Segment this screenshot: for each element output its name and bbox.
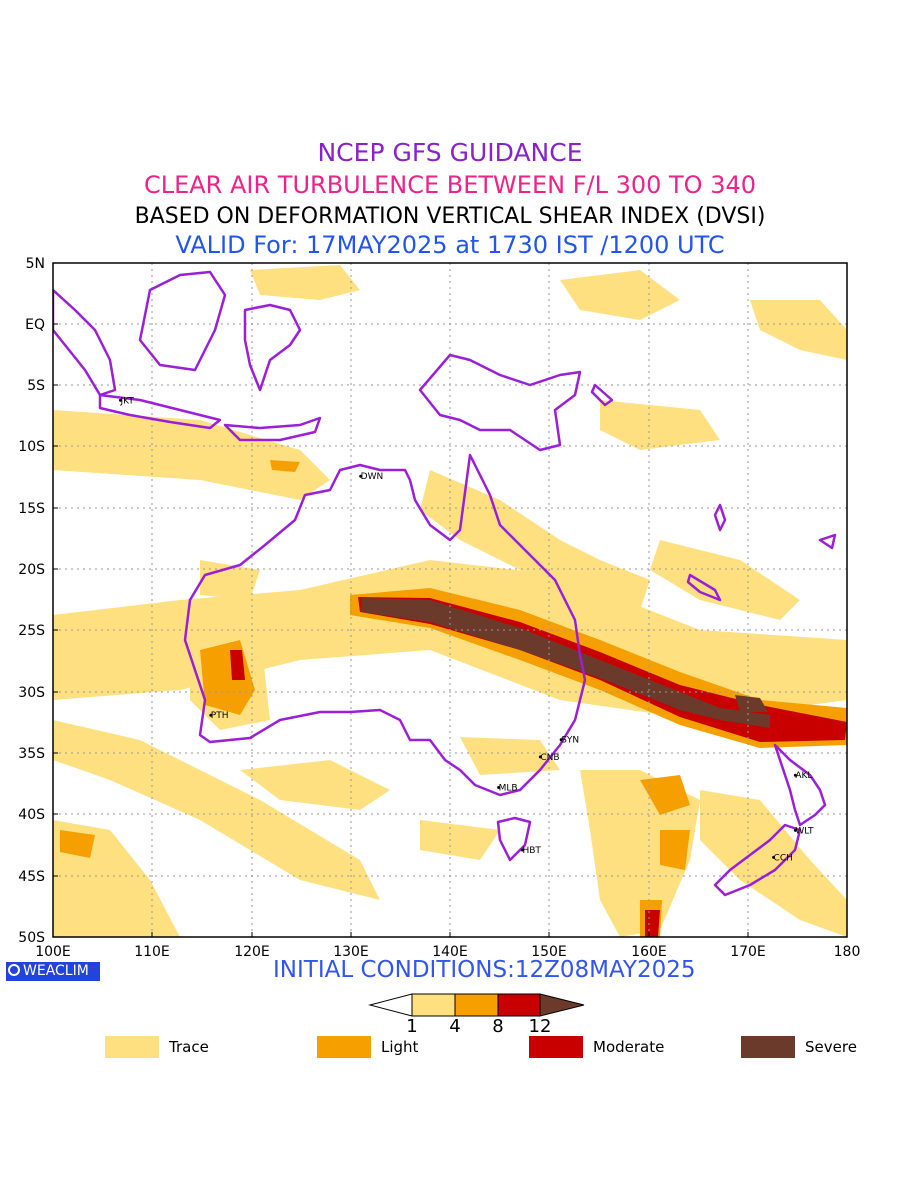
axis-ticks bbox=[53, 262, 749, 937]
new-caledonia-coast bbox=[686, 573, 722, 602]
lat-label: 40S bbox=[18, 807, 45, 823]
coastlines bbox=[53, 270, 837, 897]
lat-label: 10S bbox=[18, 439, 45, 455]
station-label: AKL bbox=[795, 771, 812, 781]
station-dot bbox=[793, 773, 797, 777]
logo-text: WEACLIM bbox=[23, 963, 89, 979]
lat-label: 45S bbox=[18, 869, 45, 885]
legend-swatch bbox=[317, 1036, 371, 1058]
tasmania-coast bbox=[496, 816, 532, 862]
chart-title: NCEP GFS GUIDANCE bbox=[317, 138, 583, 167]
java-coast bbox=[98, 393, 222, 430]
nusa-tenggara-coast bbox=[223, 416, 322, 442]
station-dot bbox=[793, 828, 797, 832]
colorbar bbox=[368, 993, 585, 1017]
graticule bbox=[53, 263, 847, 937]
station-label: PTH bbox=[211, 711, 229, 721]
station-label: WLT bbox=[795, 826, 814, 836]
station-dot bbox=[118, 398, 122, 402]
colorbar-threshold: 1 bbox=[406, 1016, 418, 1037]
lon-label: 100E bbox=[35, 944, 71, 960]
lat-label: 35S bbox=[18, 746, 45, 762]
station-dot bbox=[538, 755, 542, 759]
station-dot bbox=[497, 785, 501, 789]
colorbar-light bbox=[454, 993, 499, 1017]
station-dot bbox=[520, 848, 524, 852]
lat-label: 5N bbox=[26, 256, 45, 272]
station-label: MLB bbox=[499, 783, 518, 793]
lat-label: 20S bbox=[18, 562, 45, 578]
lon-label: 150E bbox=[531, 944, 567, 960]
lat-label: 25S bbox=[18, 623, 45, 639]
solomons-coast bbox=[590, 383, 614, 407]
colorbar-moderate bbox=[497, 993, 541, 1017]
colorbar-threshold: 4 bbox=[449, 1016, 461, 1037]
longitude-labels: 100E 110E 120E 130E 140E 150E 160E 170E … bbox=[35, 944, 860, 960]
fiji-coast bbox=[818, 533, 837, 550]
lon-label: 130E bbox=[333, 944, 369, 960]
sumatra-coast bbox=[53, 288, 117, 397]
lon-label: 180 bbox=[834, 944, 861, 960]
lon-label: 160E bbox=[631, 944, 667, 960]
legend-label: Moderate bbox=[593, 1038, 665, 1056]
vanuatu-coast bbox=[713, 503, 727, 532]
severe-areas bbox=[362, 598, 770, 728]
station-dot bbox=[359, 474, 363, 478]
colorbar-threshold: 12 bbox=[528, 1016, 552, 1037]
station-label: DWN bbox=[361, 472, 384, 482]
valid-time: VALID For: 17MAY2025 at 1730 IST /1200 U… bbox=[175, 231, 725, 259]
borneo-coast bbox=[138, 270, 227, 372]
lon-label: 110E bbox=[134, 944, 170, 960]
colorbar-low-arrow bbox=[368, 993, 413, 1017]
new-zealand-south-coast bbox=[713, 823, 802, 897]
station-label: JKT bbox=[119, 396, 134, 406]
station-dot bbox=[559, 738, 563, 742]
station-dot bbox=[772, 855, 776, 859]
australia-coast bbox=[183, 453, 587, 797]
new-zealand-north-coast bbox=[773, 743, 827, 827]
legend-swatch bbox=[741, 1036, 795, 1058]
sulawesi-coast bbox=[243, 303, 302, 392]
lat-label: EQ bbox=[25, 317, 45, 333]
initial-conditions: INITIAL CONDITIONS:12Z08MAY2025 bbox=[273, 957, 696, 983]
chart-subtitle: CLEAR AIR TURBULENCE BETWEEN F/L 300 TO … bbox=[143, 171, 757, 199]
lon-label: 120E bbox=[234, 944, 270, 960]
latitude-labels: 5N EQ 5S 10S 15S 20S 25S 30S 35S 40S 45S… bbox=[18, 256, 45, 946]
legend-label: Severe bbox=[805, 1038, 857, 1056]
lat-label: 5S bbox=[27, 378, 45, 394]
lat-label: 15S bbox=[18, 501, 45, 517]
legend-label: Trace bbox=[169, 1038, 209, 1056]
legend-label: Light bbox=[381, 1038, 419, 1056]
legend-swatch bbox=[529, 1036, 583, 1058]
legend-swatch bbox=[105, 1036, 159, 1058]
station-label: SYN bbox=[561, 736, 579, 746]
station-dot bbox=[209, 713, 213, 717]
lon-label: 170E bbox=[730, 944, 766, 960]
station-label: CNB bbox=[540, 753, 559, 763]
lon-label: 140E bbox=[432, 944, 468, 960]
station-label: CCH bbox=[774, 853, 793, 863]
station-label: HBT bbox=[522, 846, 541, 856]
weaclim-logo: WEACLIM bbox=[6, 962, 100, 981]
lat-label: 30S bbox=[18, 685, 45, 701]
new-guinea-coast bbox=[418, 353, 582, 452]
colorbar-severe-arrow bbox=[539, 993, 585, 1017]
lat-label: 50S bbox=[18, 930, 45, 946]
colorbar-threshold: 8 bbox=[492, 1016, 504, 1037]
chart-method: BASED ON DEFORMATION VERTICAL SHEAR INDE… bbox=[134, 204, 766, 229]
colorbar-trace bbox=[411, 993, 456, 1017]
